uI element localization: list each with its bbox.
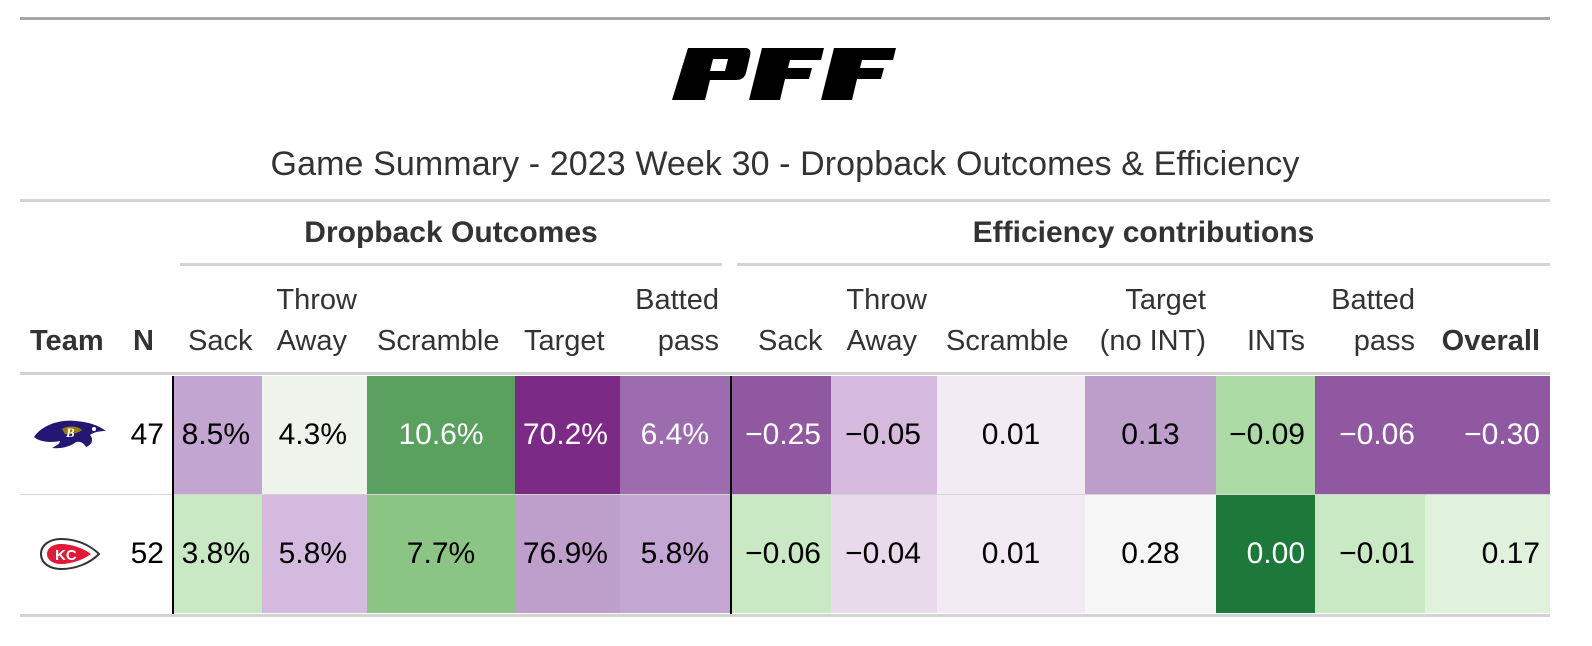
cell-target: 76.9% (515, 495, 620, 613)
cell-batted: 6.4% (620, 376, 731, 494)
cell-sack: 3.8% (174, 495, 262, 613)
cell-overall: −0.30 (1425, 376, 1550, 494)
svg-text:B: B (65, 425, 75, 440)
cell-eff-target: 0.28 (1085, 495, 1216, 613)
cell-scramble: 7.7% (367, 495, 515, 613)
col-header-eff-batted-line1: Batted (1331, 284, 1415, 316)
cell-eff-scramble: 0.01 (937, 495, 1085, 613)
col-header-batted-line1: Batted (635, 284, 719, 316)
col-header-eff-sack: Sack (758, 325, 823, 357)
pff-logo: PFF (672, 46, 897, 102)
cell-overall: 0.17 (1425, 495, 1550, 613)
cell-scramble: 10.6% (367, 376, 515, 494)
cell-eff-throw-away: −0.05 (831, 376, 937, 494)
spanner-efficiency: Efficiency contributions (972, 216, 1315, 249)
header-rule (20, 372, 1550, 375)
svg-text:KC: KC (55, 547, 77, 564)
row-divider (20, 494, 1550, 495)
cell-ints: −0.09 (1216, 376, 1315, 494)
cell-n: 47 (130, 418, 164, 451)
team-logo-chiefs: KC (28, 495, 112, 613)
spanner-rule-dropback (180, 263, 722, 266)
cell-eff-batted: −0.06 (1315, 376, 1425, 494)
logo-text: PFF (897, 46, 898, 47)
column-divider-left (172, 376, 174, 614)
column-divider-middle (730, 376, 732, 614)
cell-sack: 8.5% (174, 376, 262, 494)
col-header-batted-line2: pass (657, 325, 719, 357)
cell-ints: 0.00 (1216, 495, 1315, 613)
col-header-team: Team (30, 325, 104, 357)
cell-eff-sack: −0.25 (731, 376, 831, 494)
cell-target: 70.2% (515, 376, 620, 494)
spanner-dropback-outcomes: Dropback Outcomes (304, 216, 598, 249)
chiefs-logo-icon: KC (39, 537, 101, 571)
col-header-throw-away-line2: Away (276, 325, 347, 357)
cell-eff-scramble: 0.01 (937, 376, 1085, 494)
cell-batted: 5.8% (620, 495, 731, 613)
col-header-eff-throw-line2: Away (846, 325, 917, 357)
title-rule (20, 199, 1550, 202)
ravens-logo-icon: B (34, 420, 106, 449)
col-header-scramble: Scramble (377, 325, 500, 357)
col-header-sack: Sack (188, 325, 253, 357)
col-header-ints: INTs (1247, 325, 1305, 357)
col-header-n: N (133, 325, 154, 357)
team-logo-ravens: B (28, 376, 112, 494)
col-header-eff-scramble: Scramble (946, 325, 1069, 357)
col-header-eff-target-line1: Target (1125, 284, 1206, 316)
col-header-throw-away-line1: Throw (276, 284, 357, 316)
bottom-rule (20, 614, 1550, 617)
top-rule (20, 17, 1550, 20)
cell-eff-sack: −0.06 (731, 495, 831, 613)
cell-eff-batted: −0.01 (1315, 495, 1425, 613)
page-title: Game Summary - 2023 Week 30 - Dropback O… (270, 145, 1300, 183)
col-header-eff-batted-line2: pass (1353, 325, 1415, 357)
col-header-eff-target-line2: (no INT) (1099, 325, 1206, 357)
col-header-eff-throw-line1: Throw (846, 284, 927, 316)
cell-eff-throw-away: −0.04 (831, 495, 937, 613)
col-header-overall: Overall (1441, 325, 1540, 357)
cell-eff-target: 0.13 (1085, 376, 1216, 494)
col-header-target: Target (524, 325, 605, 357)
cell-throw-away: 4.3% (262, 376, 367, 494)
cell-n: 52 (130, 537, 164, 570)
spanner-rule-efficiency (737, 263, 1550, 266)
cell-throw-away: 5.8% (262, 495, 367, 613)
